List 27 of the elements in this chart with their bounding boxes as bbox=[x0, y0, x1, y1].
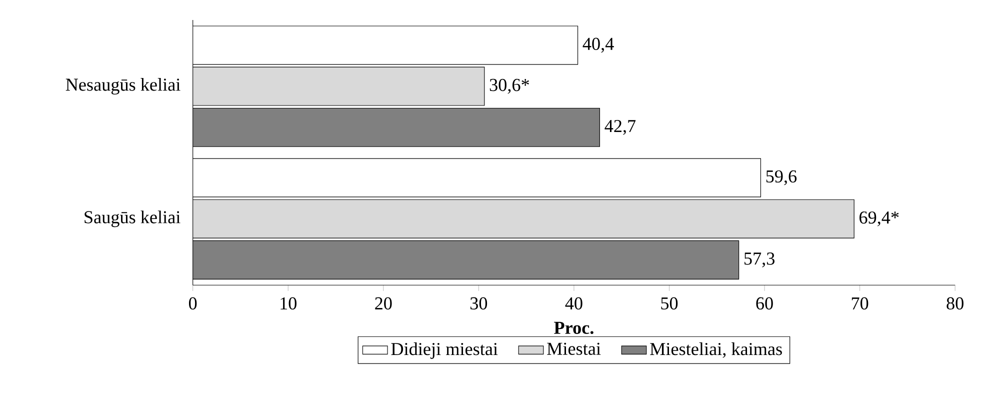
x-tick-label: 30 bbox=[470, 297, 488, 310]
x-tick-label: 20 bbox=[375, 297, 392, 310]
x-tick-label: 50 bbox=[661, 297, 678, 310]
data-label: 69,4* bbox=[860, 211, 899, 226]
x-tick-label: 40 bbox=[565, 297, 582, 310]
bar bbox=[192, 240, 740, 280]
x-tick-label: 80 bbox=[946, 297, 964, 310]
y-tick-label: Nesaugūs keliai bbox=[66, 78, 180, 95]
bar bbox=[192, 26, 578, 65]
x-tick-label: 60 bbox=[756, 297, 773, 310]
bar bbox=[192, 199, 854, 238]
data-label: 40,4 bbox=[582, 38, 614, 53]
legend-label: Miestai bbox=[547, 342, 601, 355]
data-label: 59,6 bbox=[766, 170, 797, 186]
data-label: 30,6* bbox=[490, 78, 529, 94]
data-label: 42,7 bbox=[604, 120, 636, 135]
x-axis-title: Proc. bbox=[554, 322, 594, 334]
bar bbox=[192, 108, 600, 147]
x-tick-label: 10 bbox=[280, 297, 296, 310]
legend-label: Didieji miestai bbox=[391, 342, 498, 359]
bar bbox=[192, 66, 485, 106]
x-tick-label: 0 bbox=[188, 297, 197, 310]
x-tick-label: 70 bbox=[852, 297, 868, 310]
legend-label: Miesteliai, kaimas bbox=[650, 342, 782, 358]
data-label: 57,3 bbox=[744, 252, 774, 268]
y-tick-label: Saugūs keliai bbox=[84, 210, 180, 228]
bar bbox=[192, 158, 761, 198]
